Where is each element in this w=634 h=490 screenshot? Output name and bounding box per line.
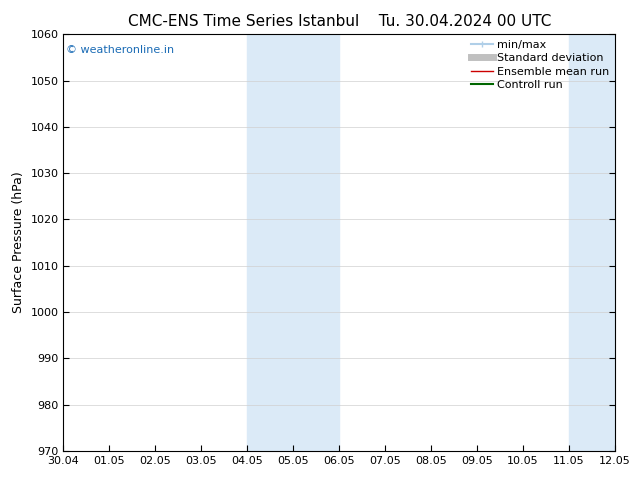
Legend: min/max, Standard deviation, Ensemble mean run, Controll run: min/max, Standard deviation, Ensemble me… [470,40,609,90]
Text: © weatheronline.in: © weatheronline.in [66,45,174,55]
Bar [247,34,339,451]
Y-axis label: Surface Pressure (hPa): Surface Pressure (hPa) [12,172,25,314]
Bar [569,34,615,451]
Title: CMC-ENS Time Series Istanbul    Tu. 30.04.2024 00 UTC: CMC-ENS Time Series Istanbul Tu. 30.04.2… [127,14,551,29]
